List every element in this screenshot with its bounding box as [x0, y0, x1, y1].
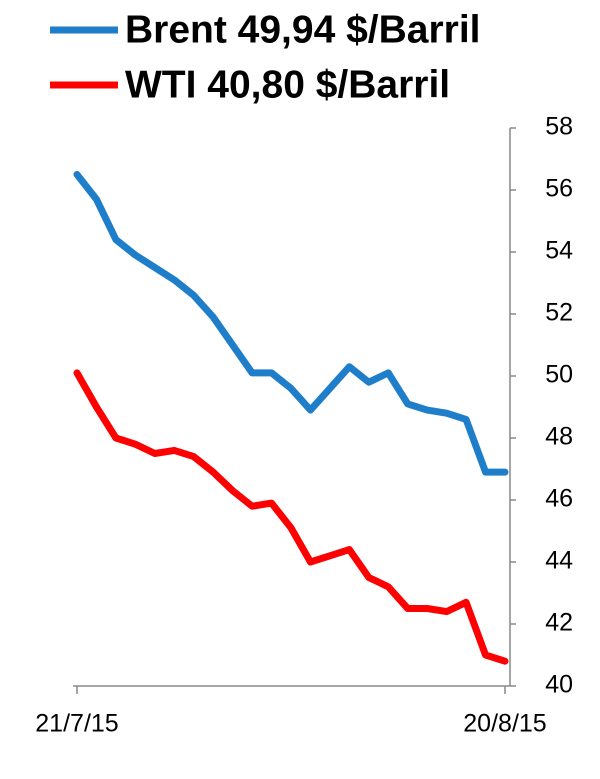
legend-label: WTI 40,80 $/Barril	[125, 63, 450, 106]
y-tick-label: 58	[545, 113, 573, 141]
y-tick-label: 48	[545, 423, 573, 451]
y-tick-label: 52	[545, 299, 573, 327]
series-line	[73, 171, 509, 476]
y-tick-label: 42	[545, 609, 573, 637]
y-tick-label: 50	[545, 361, 573, 389]
y-tick-label: 54	[545, 237, 573, 265]
x-tick-label: 21/7/15	[35, 710, 118, 738]
y-tick-label: 44	[545, 547, 573, 575]
y-tick-label: 56	[545, 175, 573, 203]
series-line	[73, 369, 509, 665]
legend-label: Brent 49,94 $/Barril	[125, 8, 481, 51]
y-tick-label: 40	[545, 671, 573, 699]
y-tick-label: 46	[545, 485, 573, 513]
x-tick-label: 20/8/15	[463, 710, 546, 738]
